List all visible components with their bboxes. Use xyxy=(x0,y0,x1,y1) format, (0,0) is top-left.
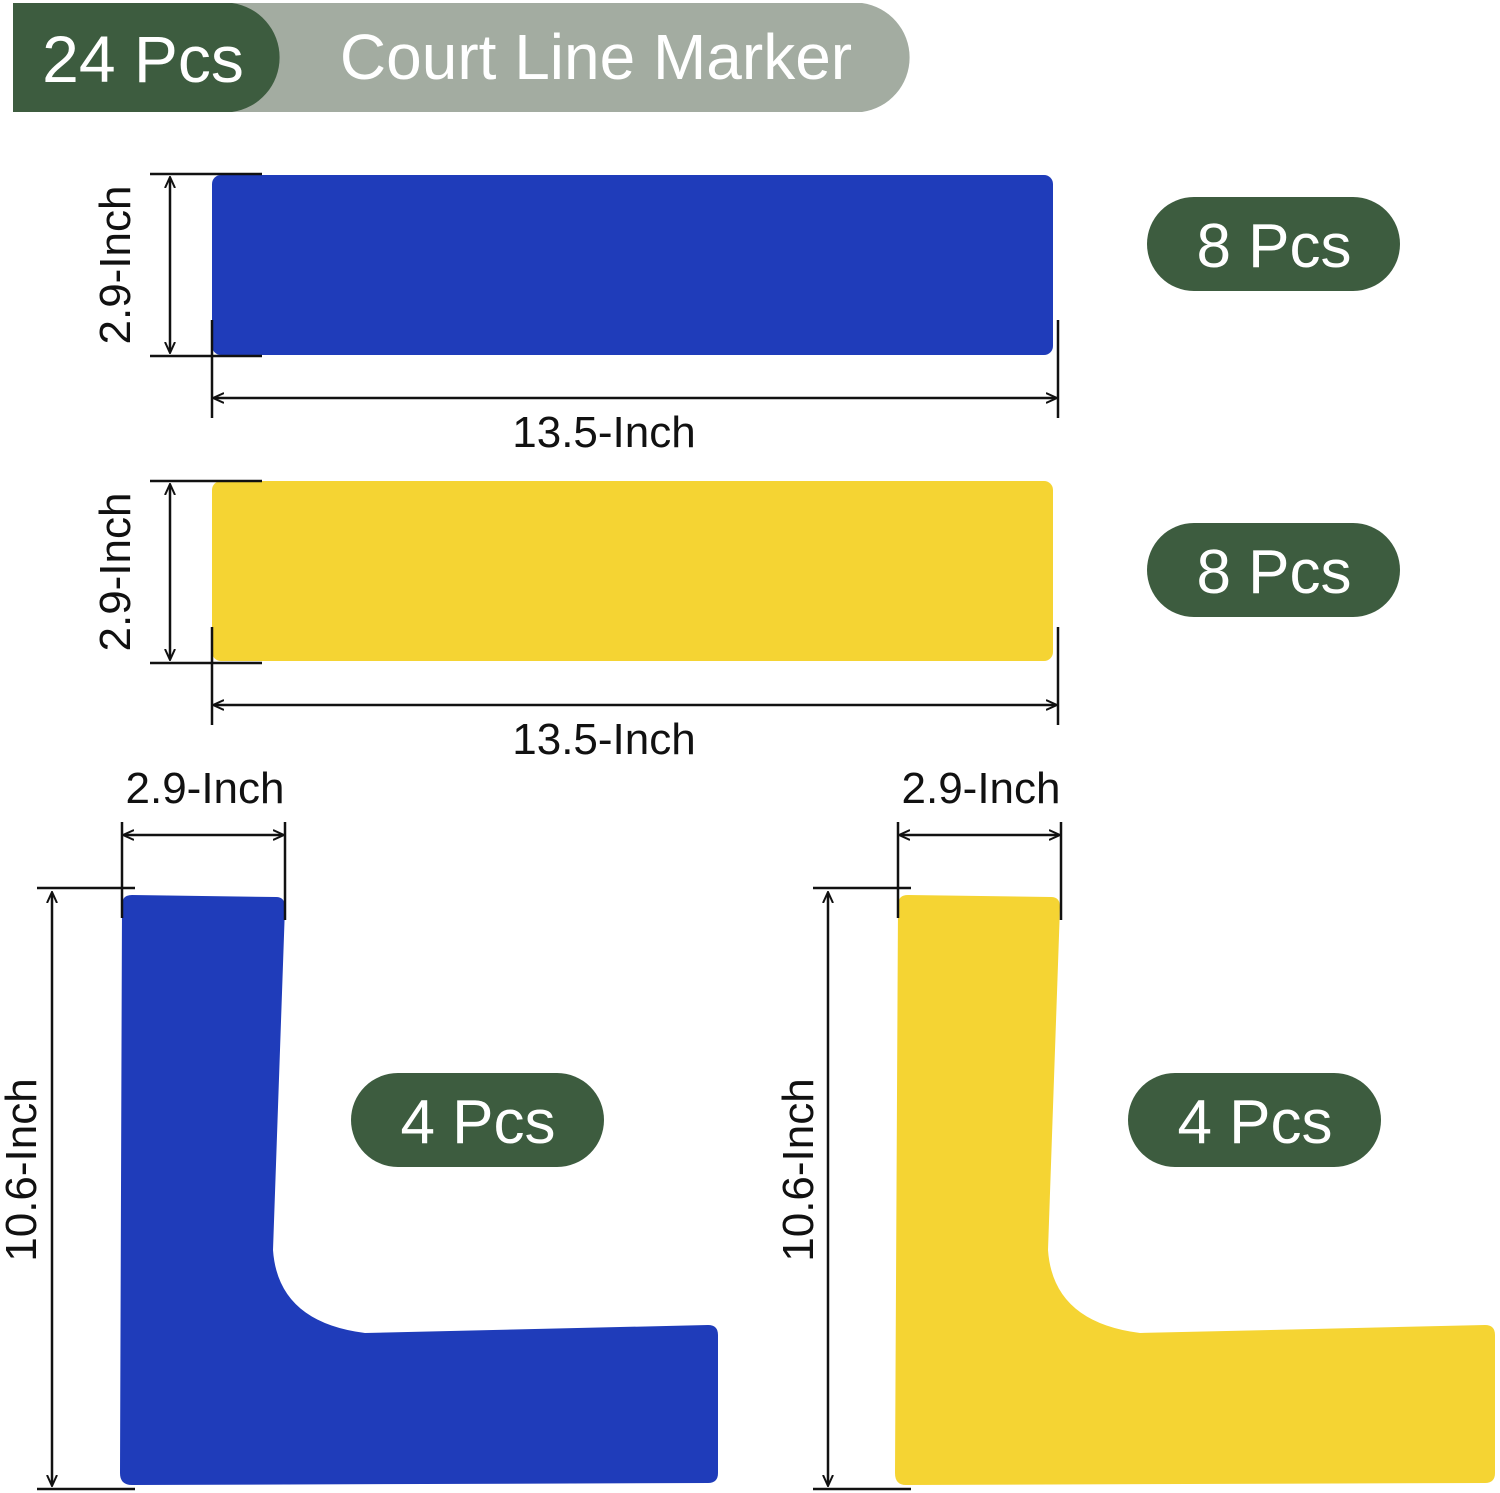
quantity-label: 4 Pcs xyxy=(1177,1088,1332,1157)
quantity-label: 8 Pcs xyxy=(1196,538,1351,607)
height-label: 2.9-Inch xyxy=(91,493,140,652)
blue-strip-marker: 2.9-Inch 13.5-Inch 8 Pcs xyxy=(91,172,1400,457)
yellow-strip xyxy=(212,481,1053,661)
arm-width-label: 2.9-Inch xyxy=(126,764,285,813)
yellow-strip-marker: 2.9-Inch 13.5-Inch 8 Pcs xyxy=(91,479,1400,764)
total-count: 24 Pcs xyxy=(42,22,244,96)
height-label: 10.6-Inch xyxy=(0,1078,46,1261)
arm-width-label: 2.9-Inch xyxy=(902,764,1061,813)
quantity-badge xyxy=(1147,197,1400,291)
quantity-badge xyxy=(1147,523,1400,617)
height-label: 2.9-Inch xyxy=(91,186,140,345)
quantity-badge xyxy=(1128,1073,1381,1167)
blue-strip xyxy=(212,175,1053,355)
blue-corner-marker: 2.9-Inch 10.6-Inch 4 Pcs xyxy=(0,764,718,1491)
quantity-label: 8 Pcs xyxy=(1196,212,1351,281)
count-pill xyxy=(13,3,280,112)
blue-l-shape xyxy=(120,895,718,1485)
yellow-corner-marker: 2.9-Inch 10.6-Inch 4 Pcs xyxy=(774,764,1495,1491)
height-label: 10.6-Inch xyxy=(774,1078,823,1261)
width-label: 13.5-Inch xyxy=(512,408,695,457)
product-title: Court Line Marker xyxy=(340,21,852,93)
yellow-l-shape xyxy=(895,895,1495,1485)
quantity-badge xyxy=(351,1073,604,1167)
header-banner: 24 Pcs Court Line Marker xyxy=(13,3,910,112)
width-label: 13.5-Inch xyxy=(512,715,695,764)
quantity-label: 4 Pcs xyxy=(400,1088,555,1157)
